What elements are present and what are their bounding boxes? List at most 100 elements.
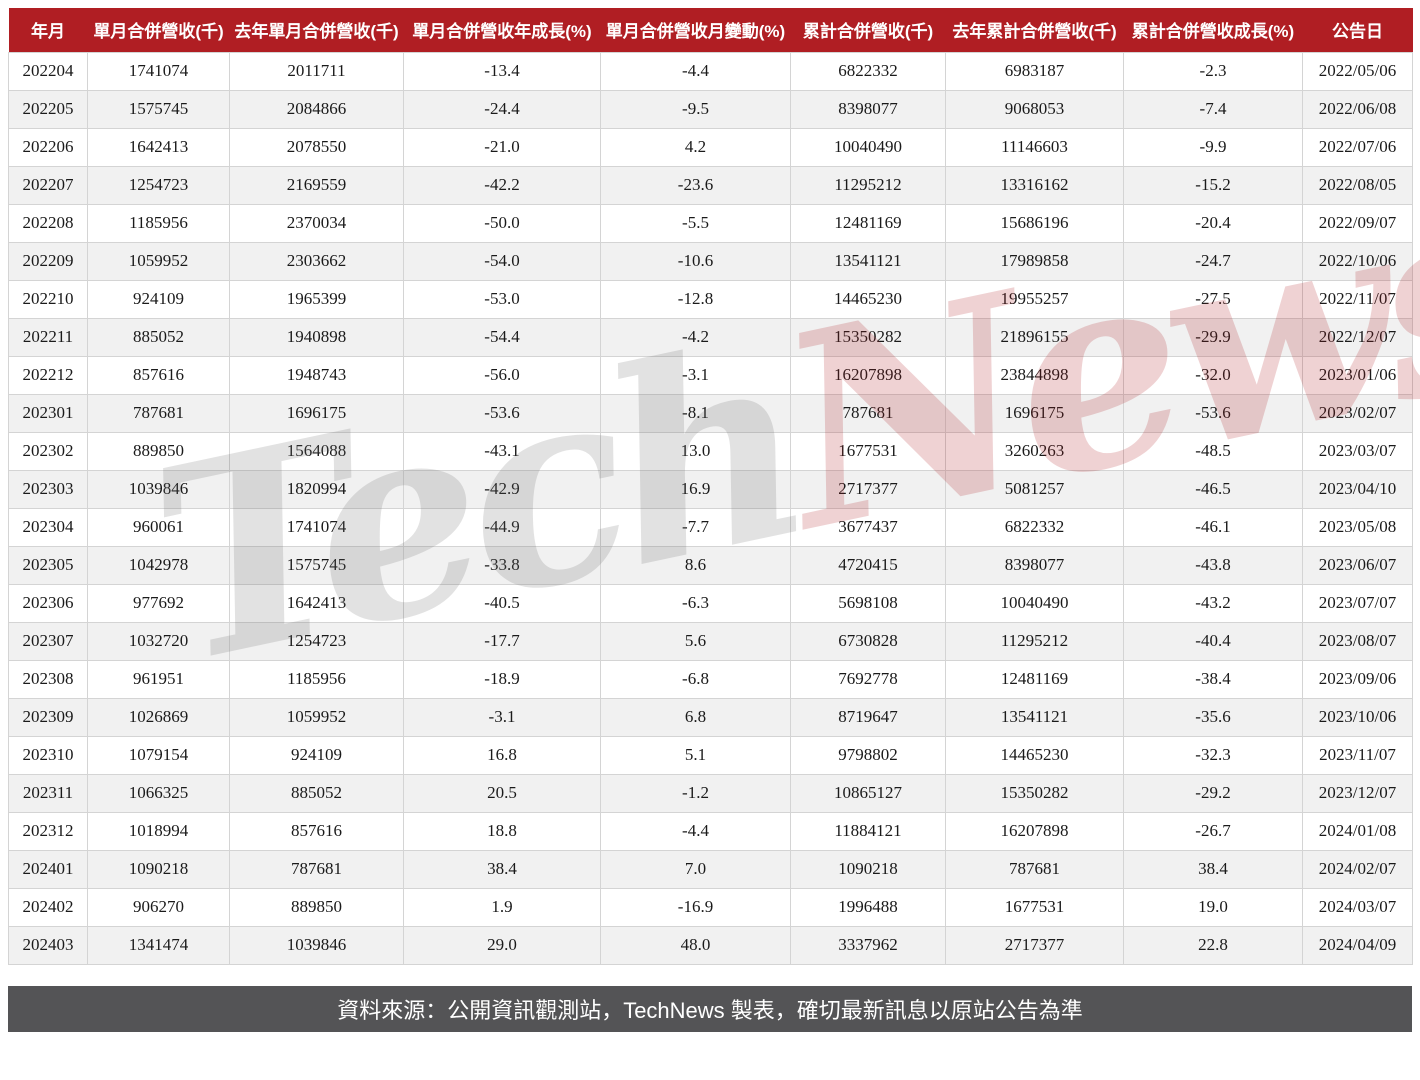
table-row: 202308 961951 1185956 -18.9 -6.8 7692778 12481… — [8, 659, 1413, 699]
cell-cumulative-revenue: 11884121 — [790, 811, 946, 851]
cell-year-month: 202208 — [8, 203, 88, 243]
cell-last-year-monthly-revenue: 2084866 — [229, 89, 404, 129]
column-header-last-year-cumulative-revenue: 去年累計合併營收(千) — [945, 8, 1124, 52]
cell-last-year-monthly-revenue: 1642413 — [229, 583, 404, 623]
cell-monthly-revenue: 1741074 — [87, 51, 230, 91]
cell-year-month: 202302 — [8, 431, 88, 471]
column-header-monthly-revenue: 單月合併營收(千) — [87, 8, 230, 52]
cell-announce-date: 2023/04/10 — [1302, 469, 1413, 509]
cell-monthly-mom-change: -6.3 — [600, 583, 791, 623]
cell-monthly-yoy-growth: 1.9 — [403, 887, 601, 927]
cell-cumulative-revenue: 6730828 — [790, 621, 946, 661]
cell-monthly-yoy-growth: -43.1 — [403, 431, 601, 471]
cell-announce-date: 2023/01/06 — [1302, 355, 1413, 395]
cell-monthly-revenue: 857616 — [87, 355, 230, 395]
cell-monthly-yoy-growth: -53.0 — [403, 279, 601, 319]
cell-announce-date: 2023/10/06 — [1302, 697, 1413, 737]
cell-announce-date: 2022/06/08 — [1302, 89, 1413, 129]
cell-cumulative-revenue: 4720415 — [790, 545, 946, 585]
cell-year-month: 202303 — [8, 469, 88, 509]
cell-cumulative-growth: -7.4 — [1123, 89, 1303, 129]
cell-last-year-cumulative-revenue: 21896155 — [945, 317, 1124, 357]
column-header-announce-date: 公告日 — [1302, 8, 1413, 52]
cell-last-year-monthly-revenue: 1039846 — [229, 925, 404, 965]
cell-last-year-cumulative-revenue: 6822332 — [945, 507, 1124, 547]
cell-year-month: 202309 — [8, 697, 88, 737]
cell-last-year-monthly-revenue: 2011711 — [229, 51, 404, 91]
table-row: 202206 1642413 2078550 -21.0 4.2 10040490 1114… — [8, 127, 1413, 167]
cell-year-month: 202207 — [8, 165, 88, 205]
cell-last-year-monthly-revenue: 1564088 — [229, 431, 404, 471]
cell-cumulative-growth: -40.4 — [1123, 621, 1303, 661]
cell-monthly-mom-change: 7.0 — [600, 849, 791, 889]
cell-last-year-cumulative-revenue: 13541121 — [945, 697, 1124, 737]
cell-monthly-revenue: 924109 — [87, 279, 230, 319]
cell-announce-date: 2023/09/06 — [1302, 659, 1413, 699]
cell-monthly-yoy-growth: -17.7 — [403, 621, 601, 661]
cell-monthly-yoy-growth: -56.0 — [403, 355, 601, 395]
column-header-monthly-mom-change: 單月合併營收月變動(%) — [600, 8, 791, 52]
cell-monthly-yoy-growth: -53.6 — [403, 393, 601, 433]
cell-announce-date: 2023/06/07 — [1302, 545, 1413, 585]
cell-cumulative-growth: -27.5 — [1123, 279, 1303, 319]
cell-cumulative-revenue: 3337962 — [790, 925, 946, 965]
cell-monthly-mom-change: -8.1 — [600, 393, 791, 433]
cell-cumulative-revenue: 8398077 — [790, 89, 946, 129]
table-row: 202205 1575745 2084866 -24.4 -9.5 8398077 9068… — [8, 89, 1413, 129]
cell-year-month: 202211 — [8, 317, 88, 357]
table-row: 202307 1032720 1254723 -17.7 5.6 6730828 11295… — [8, 621, 1413, 661]
cell-announce-date: 2022/08/05 — [1302, 165, 1413, 205]
cell-cumulative-revenue: 5698108 — [790, 583, 946, 623]
cell-monthly-mom-change: -3.1 — [600, 355, 791, 395]
column-header-last-year-monthly-revenue: 去年單月合併營收(千) — [229, 8, 404, 52]
cell-cumulative-growth: 38.4 — [1123, 849, 1303, 889]
cell-year-month: 202308 — [8, 659, 88, 699]
cell-monthly-revenue: 885052 — [87, 317, 230, 357]
cell-monthly-mom-change: 4.2 — [600, 127, 791, 167]
column-header-cumulative-growth: 累計合併營收成長(%) — [1123, 8, 1303, 52]
cell-monthly-yoy-growth: -24.4 — [403, 89, 601, 129]
cell-monthly-yoy-growth: 29.0 — [403, 925, 601, 965]
monthly-revenue-table: 年月 單月合併營收(千) 去年單月合併營收(千) 單月合併營收年成長(%) 單月合併營收… — [8, 8, 1413, 965]
cell-year-month: 202306 — [8, 583, 88, 623]
cell-monthly-revenue: 1079154 — [87, 735, 230, 775]
cell-last-year-monthly-revenue: 1575745 — [229, 545, 404, 585]
cell-monthly-yoy-growth: -18.9 — [403, 659, 601, 699]
cell-cumulative-revenue: 10040490 — [790, 127, 946, 167]
cell-cumulative-revenue: 2717377 — [790, 469, 946, 509]
cell-last-year-monthly-revenue: 885052 — [229, 773, 404, 813]
cell-monthly-yoy-growth: 16.8 — [403, 735, 601, 775]
table-row: 202312 1018994 857616 18.8 -4.4 11884121 16207… — [8, 811, 1413, 851]
cell-monthly-mom-change: 16.9 — [600, 469, 791, 509]
cell-monthly-revenue: 889850 — [87, 431, 230, 471]
cell-announce-date: 2024/01/08 — [1302, 811, 1413, 851]
cell-monthly-revenue: 1090218 — [87, 849, 230, 889]
cell-last-year-monthly-revenue: 2303662 — [229, 241, 404, 281]
cell-cumulative-growth: -29.2 — [1123, 773, 1303, 813]
cell-monthly-revenue: 977692 — [87, 583, 230, 623]
cell-monthly-mom-change: 8.6 — [600, 545, 791, 585]
cell-last-year-cumulative-revenue: 14465230 — [945, 735, 1124, 775]
cell-cumulative-revenue: 15350282 — [790, 317, 946, 357]
cell-monthly-mom-change: -16.9 — [600, 887, 791, 927]
cell-cumulative-revenue: 16207898 — [790, 355, 946, 395]
cell-monthly-yoy-growth: -42.9 — [403, 469, 601, 509]
cell-last-year-cumulative-revenue: 3260263 — [945, 431, 1124, 471]
cell-announce-date: 2022/07/06 — [1302, 127, 1413, 167]
cell-monthly-mom-change: -4.4 — [600, 51, 791, 91]
cell-monthly-mom-change: -5.5 — [600, 203, 791, 243]
cell-cumulative-revenue: 6822332 — [790, 51, 946, 91]
cell-cumulative-growth: -32.0 — [1123, 355, 1303, 395]
cell-monthly-yoy-growth: -44.9 — [403, 507, 601, 547]
cell-monthly-mom-change: -10.6 — [600, 241, 791, 281]
cell-monthly-revenue: 787681 — [87, 393, 230, 433]
cell-monthly-revenue: 1642413 — [87, 127, 230, 167]
cell-monthly-revenue: 1185956 — [87, 203, 230, 243]
cell-year-month: 202204 — [8, 51, 88, 91]
cell-last-year-cumulative-revenue: 787681 — [945, 849, 1124, 889]
cell-monthly-revenue: 961951 — [87, 659, 230, 699]
cell-year-month: 202401 — [8, 849, 88, 889]
cell-cumulative-growth: -46.5 — [1123, 469, 1303, 509]
table-row: 202401 1090218 787681 38.4 7.0 1090218 787681 3… — [8, 849, 1413, 889]
cell-monthly-revenue: 1032720 — [87, 621, 230, 661]
